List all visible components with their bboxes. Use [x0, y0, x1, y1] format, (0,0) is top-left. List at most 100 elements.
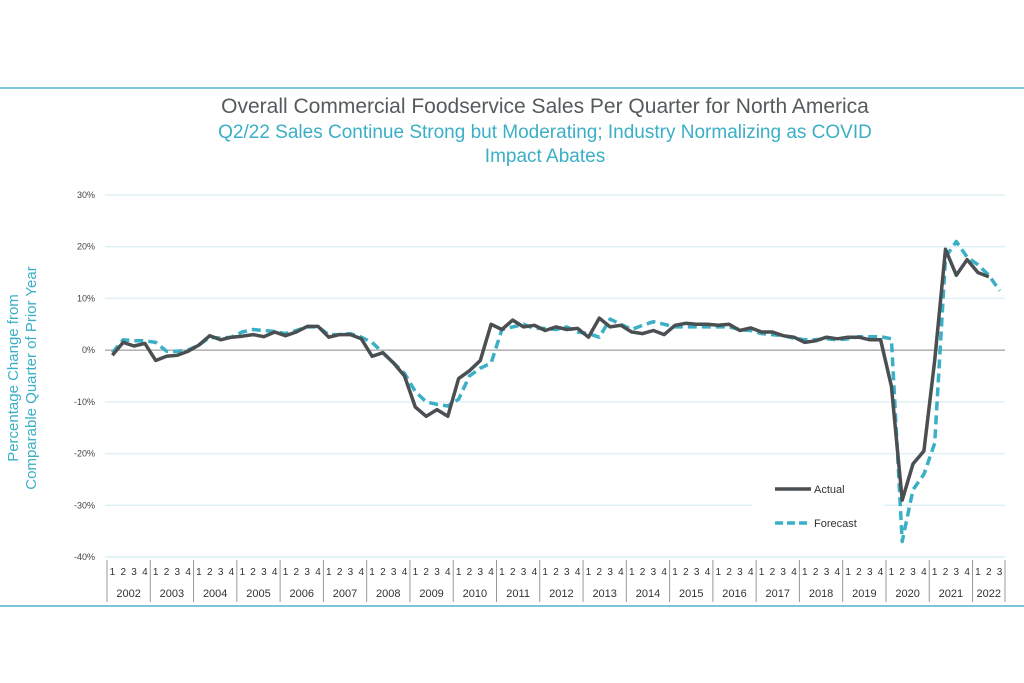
year-tick-label: 2007 [333, 588, 357, 600]
year-tick-label: 2006 [290, 588, 314, 600]
quarter-tick-label: 2 [986, 567, 992, 578]
year-tick-label: 2013 [592, 588, 616, 600]
year-tick-label: 2021 [939, 588, 963, 600]
quarter-tick-label: 1 [672, 567, 678, 578]
gridlines: 30% 20% 10% 0% -10% -20% -30% -40% [74, 190, 1005, 562]
year-tick-label: 2020 [895, 588, 919, 600]
quarter-tick-label: 3 [477, 567, 483, 578]
quarter-tick-label: 4 [358, 567, 364, 578]
quarter-tick-label: 1 [456, 567, 462, 578]
y-tick-label: 0% [82, 345, 95, 355]
year-tick-label: 2003 [160, 588, 184, 600]
quarter-tick-label: 3 [954, 567, 960, 578]
year-tick-label: 2008 [376, 588, 400, 600]
legend: Actual Forecast [752, 476, 884, 538]
quarter-tick-label: 4 [878, 567, 884, 578]
quarter-tick-label: 3 [348, 567, 354, 578]
quarter-tick-label: 1 [716, 567, 722, 578]
quarter-tick-label: 3 [737, 567, 743, 578]
quarter-tick-label: 4 [964, 567, 970, 578]
quarter-tick-label: 4 [445, 567, 451, 578]
quarter-tick-label: 3 [434, 567, 440, 578]
quarter-tick-label: 4 [618, 567, 624, 578]
quarter-tick-label: 1 [499, 567, 505, 578]
quarter-tick-label: 1 [196, 567, 202, 578]
y-tick-label: 20% [77, 242, 95, 252]
y-tick-label: -30% [74, 500, 95, 510]
quarter-tick-label: 1 [369, 567, 375, 578]
quarter-tick-label: 4 [748, 567, 754, 578]
quarter-tick-label: 2 [943, 567, 949, 578]
quarter-tick-label: 3 [564, 567, 570, 578]
quarter-tick-label: 4 [575, 567, 581, 578]
quarter-tick-label: 3 [867, 567, 873, 578]
year-tick-label: 2018 [809, 588, 833, 600]
quarter-tick-label: 3 [131, 567, 137, 578]
quarter-tick-label: 3 [391, 567, 397, 578]
legend-actual-label: Actual [814, 484, 845, 496]
quarter-tick-label: 4 [921, 567, 927, 578]
quarter-tick-label: 3 [694, 567, 700, 578]
year-tick-label: 2011 [506, 588, 530, 600]
quarter-tick-label: 1 [153, 567, 159, 578]
year-tick-label: 2022 [977, 588, 1001, 600]
quarter-tick-label: 2 [640, 567, 646, 578]
quarter-tick-label: 2 [770, 567, 776, 578]
quarter-tick-label: 4 [661, 567, 667, 578]
quarter-tick-label: 4 [272, 567, 278, 578]
series-forecast-line [111, 239, 1002, 544]
quarter-tick-label: 1 [542, 567, 548, 578]
series-actual-line [111, 247, 990, 502]
year-tick-label: 2004 [203, 588, 227, 600]
quarter-tick-label: 3 [304, 567, 310, 578]
quarter-tick-label: 1 [759, 567, 765, 578]
y-axis-label-line-2: Comparable Quarter of Prior Year [23, 266, 40, 489]
series-lines [111, 239, 1002, 544]
quarter-tick-label: 1 [110, 567, 116, 578]
quarter-tick-label: 2 [294, 567, 300, 578]
quarter-tick-label: 4 [791, 567, 797, 578]
y-axis-label-line-1: Percentage Change from [5, 294, 22, 462]
y-tick-label: 30% [77, 190, 95, 200]
quarter-tick-label: 2 [337, 567, 343, 578]
y-tick-label: -40% [74, 552, 95, 562]
quarter-tick-label: 4 [835, 567, 841, 578]
year-tick-label: 2015 [679, 588, 703, 600]
quarter-tick-label: 1 [586, 567, 592, 578]
chart-subtitle-line-2: Impact Abates [485, 146, 605, 167]
quarter-tick-label: 2 [423, 567, 429, 578]
chart-title: Overall Commercial Foodservice Sales Per… [221, 95, 869, 118]
quarter-tick-label: 4 [185, 567, 191, 578]
year-tick-label: 2019 [852, 588, 876, 600]
quarter-tick-label: 2 [510, 567, 516, 578]
quarter-tick-label: 2 [683, 567, 689, 578]
quarter-tick-label: 2 [250, 567, 256, 578]
quarter-tick-label: 4 [315, 567, 321, 578]
year-tick-label: 2009 [419, 588, 443, 600]
quarter-tick-label: 1 [889, 567, 895, 578]
quarter-tick-label: 1 [629, 567, 635, 578]
quarter-tick-label: 3 [175, 567, 181, 578]
quarter-tick-label: 3 [780, 567, 786, 578]
quarter-tick-label: 4 [402, 567, 408, 578]
quarter-tick-label: 3 [997, 567, 1003, 578]
year-tick-label: 2014 [636, 588, 660, 600]
quarter-tick-label: 3 [910, 567, 916, 578]
legend-forecast-label: Forecast [814, 518, 857, 530]
quarter-tick-label: 1 [283, 567, 289, 578]
quarter-tick-label: 4 [488, 567, 494, 578]
y-tick-label: -20% [74, 449, 95, 459]
quarter-tick-label: 1 [413, 567, 419, 578]
quarter-tick-label: 2 [899, 567, 905, 578]
quarter-tick-label: 1 [326, 567, 332, 578]
quarter-tick-label: 2 [164, 567, 170, 578]
quarter-tick-label: 3 [607, 567, 613, 578]
quarter-tick-label: 3 [218, 567, 224, 578]
quarter-tick-label: 2 [596, 567, 602, 578]
quarter-tick-label: 2 [380, 567, 386, 578]
quarter-tick-label: 2 [553, 567, 559, 578]
quarter-tick-label: 3 [521, 567, 527, 578]
y-tick-label: -10% [74, 397, 95, 407]
